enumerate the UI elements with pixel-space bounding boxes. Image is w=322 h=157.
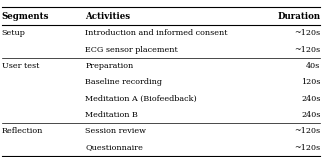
Text: Meditation A (Biofeedback): Meditation A (Biofeedback) [85,95,197,103]
Text: 120s: 120s [301,78,320,86]
Text: ECG sensor placement: ECG sensor placement [85,46,178,54]
Text: User test: User test [2,62,39,70]
Text: Reflection: Reflection [2,127,43,135]
Text: Session review: Session review [85,127,146,135]
Text: Activities: Activities [85,12,130,21]
Text: ~120s: ~120s [294,144,320,152]
Text: 40s: 40s [306,62,320,70]
Text: ~120s: ~120s [294,46,320,54]
Text: Introduction and informed consent: Introduction and informed consent [85,29,228,37]
Text: Meditation B: Meditation B [85,111,138,119]
Text: Preparation: Preparation [85,62,134,70]
Text: ~120s: ~120s [294,29,320,37]
Text: Baseline recording: Baseline recording [85,78,162,86]
Text: Segments: Segments [2,12,49,21]
Text: 240s: 240s [301,95,320,103]
Text: 240s: 240s [301,111,320,119]
Text: Setup: Setup [2,29,25,37]
Text: Duration: Duration [277,12,320,21]
Text: Questionnaire: Questionnaire [85,144,143,152]
Text: ~120s: ~120s [294,127,320,135]
